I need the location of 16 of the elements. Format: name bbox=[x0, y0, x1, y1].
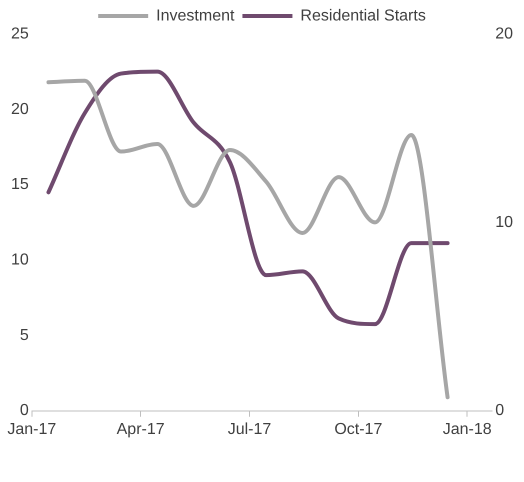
x-tick-label: Jul-17 bbox=[228, 420, 272, 438]
y-tick-label: 0 bbox=[20, 402, 29, 420]
x-tick-label: Apr-17 bbox=[116, 420, 165, 438]
y2-tick-label: 20 bbox=[495, 25, 514, 42]
y2-tick-label: 10 bbox=[495, 214, 514, 231]
y2-tick-label: 0 bbox=[495, 402, 504, 420]
y-tick-label: 15 bbox=[11, 176, 29, 194]
legend-label: Residential Starts bbox=[300, 7, 426, 24]
y-tick-label: 5 bbox=[20, 326, 29, 344]
x-tick-label: Jan-18 bbox=[442, 420, 492, 438]
y-tick-label: 10 bbox=[11, 251, 29, 268]
x-tick-label: Jan-17 bbox=[7, 420, 56, 438]
y-tick-label: 20 bbox=[11, 100, 29, 118]
x-tick-label: Oct-17 bbox=[334, 420, 382, 438]
y-tick-label: 25 bbox=[11, 25, 29, 42]
legend-label: Investment bbox=[156, 7, 235, 24]
